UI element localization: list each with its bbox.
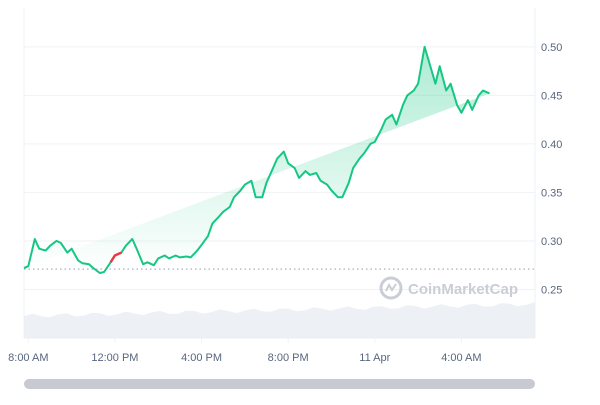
time-range-scrollbar[interactable] xyxy=(24,379,535,389)
scrollbar-thumb[interactable] xyxy=(24,379,535,389)
logo-mark xyxy=(385,282,397,292)
volume-band xyxy=(24,302,535,338)
x-tick-label: 12:00 PM xyxy=(91,352,138,364)
y-tick-label: 0.50 xyxy=(541,42,562,54)
y-tick-label: 0.45 xyxy=(541,90,562,102)
logo-ring xyxy=(379,276,403,300)
price-line-down-segment-0 xyxy=(109,251,122,263)
watermark-text: CoinMarketCap xyxy=(408,281,518,298)
x-tick-label: 8:00 PM xyxy=(268,352,309,364)
price-line xyxy=(23,45,490,274)
y-axis-ticks: 0.50 0.45 0.40 0.35 0.30 0.25 xyxy=(541,42,562,297)
y-tick-label: 0.30 xyxy=(541,236,562,248)
x-tick-label: 8:00 AM xyxy=(8,352,48,364)
area-fill-path xyxy=(24,46,490,273)
watermark: CoinMarketCap xyxy=(379,276,518,300)
x-axis-ticks: 8:00 AM 12:00 PM 4:00 PM 8:00 PM 11 Apr 4:00 … xyxy=(8,338,482,364)
x-tick-label: 11 Apr xyxy=(359,352,390,364)
price-area-fill xyxy=(24,46,490,273)
y-tick-label: 0.35 xyxy=(541,187,562,199)
y-tick-label: 0.25 xyxy=(541,284,562,296)
x-tick-label: 4:00 PM xyxy=(181,352,222,364)
coinmarketcap-logo-icon xyxy=(379,276,403,300)
price-line-path xyxy=(23,45,490,274)
volume-area xyxy=(24,302,535,338)
x-tick-label: 4:00 AM xyxy=(441,352,481,364)
y-tick-label: 0.40 xyxy=(541,139,562,151)
